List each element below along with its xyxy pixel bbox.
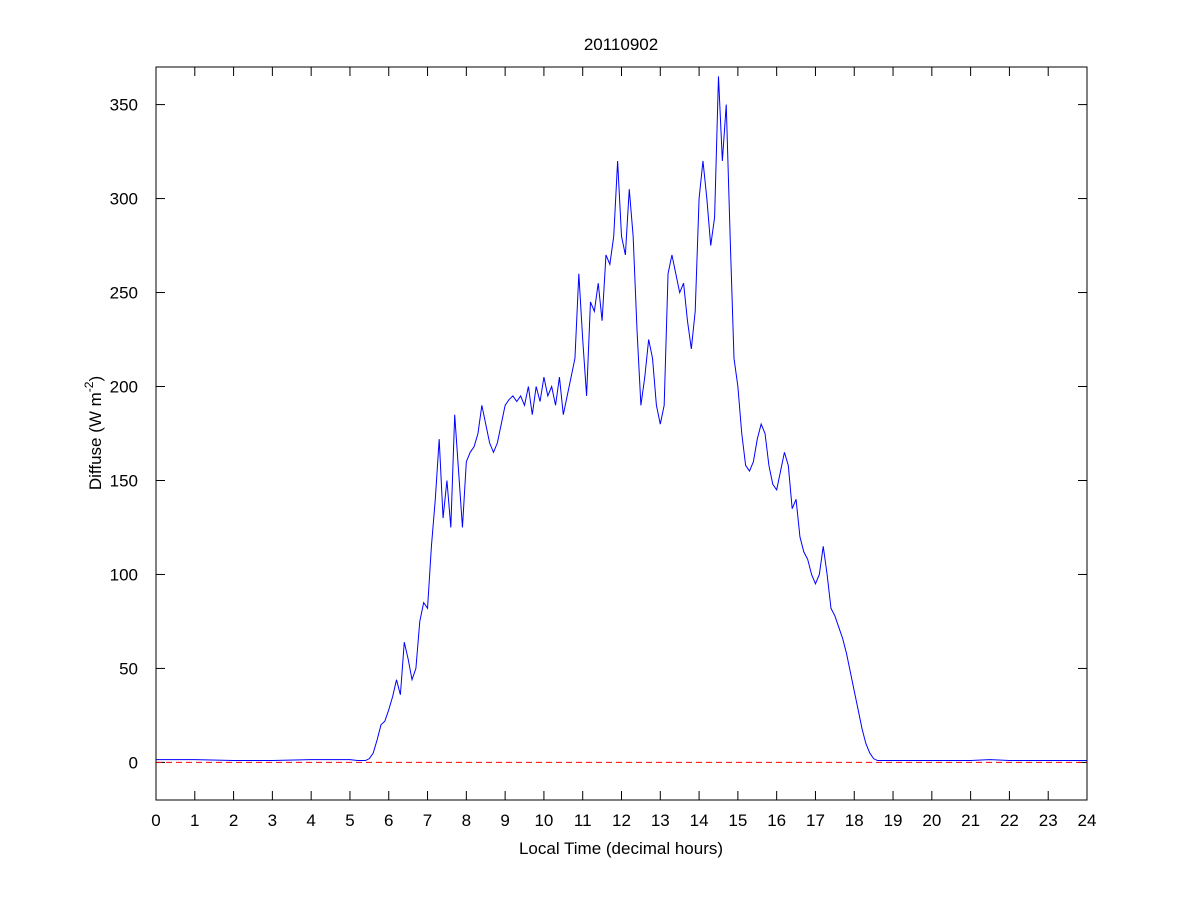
x-tick-label: 13 — [651, 811, 670, 830]
y-tick-label: 200 — [110, 378, 138, 397]
x-tick-label: 10 — [534, 811, 553, 830]
chart-title: 20110902 — [584, 35, 658, 54]
y-tick-label: 100 — [110, 565, 138, 584]
y-tick-label: 150 — [110, 471, 138, 490]
x-tick-label: 20 — [922, 811, 941, 830]
x-tick-label: 8 — [462, 811, 471, 830]
y-label-exponent: -2 — [82, 381, 96, 392]
y-tick-label: 250 — [110, 284, 138, 303]
plot-frame — [155, 66, 1088, 801]
x-tick-label: 18 — [845, 811, 864, 830]
x-tick-label: 6 — [384, 811, 393, 830]
x-tick-label: 9 — [500, 811, 509, 830]
x-tick-label: 22 — [1000, 811, 1019, 830]
x-tick-label: 11 — [574, 811, 592, 830]
x-tick-label: 3 — [268, 811, 277, 830]
x-tick-label: 2 — [229, 811, 238, 830]
y-label-close: ) — [86, 376, 105, 382]
x-tick-label: 4 — [306, 811, 315, 830]
y-axis-label: Diffuse (W m-2) — [82, 376, 105, 490]
x-tick-label: 17 — [806, 811, 825, 830]
x-tick-label: 1 — [190, 811, 199, 830]
data-line — [156, 76, 1087, 762]
y-tick-label: 0 — [129, 753, 138, 772]
x-tick-label: 15 — [728, 811, 747, 830]
x-tick-label: 19 — [884, 811, 903, 830]
x-axis-label: Local Time (decimal hours) — [519, 839, 723, 858]
x-tick-label: 5 — [345, 811, 354, 830]
y-label-text: Diffuse (W m — [86, 392, 105, 490]
x-tick-label: 12 — [612, 811, 631, 830]
x-tick-label: 14 — [690, 811, 709, 830]
x-tick-label: 16 — [767, 811, 786, 830]
x-tick-label: 23 — [1039, 811, 1058, 830]
x-tick-label: 7 — [423, 811, 432, 830]
y-tick-label: 50 — [119, 659, 138, 678]
y-tick-label: 300 — [110, 190, 138, 209]
x-tick-label: 21 — [961, 811, 980, 830]
x-tick-label: 24 — [1078, 811, 1097, 830]
x-tick-label: 0 — [151, 811, 160, 830]
y-tick-label: 350 — [110, 96, 138, 115]
